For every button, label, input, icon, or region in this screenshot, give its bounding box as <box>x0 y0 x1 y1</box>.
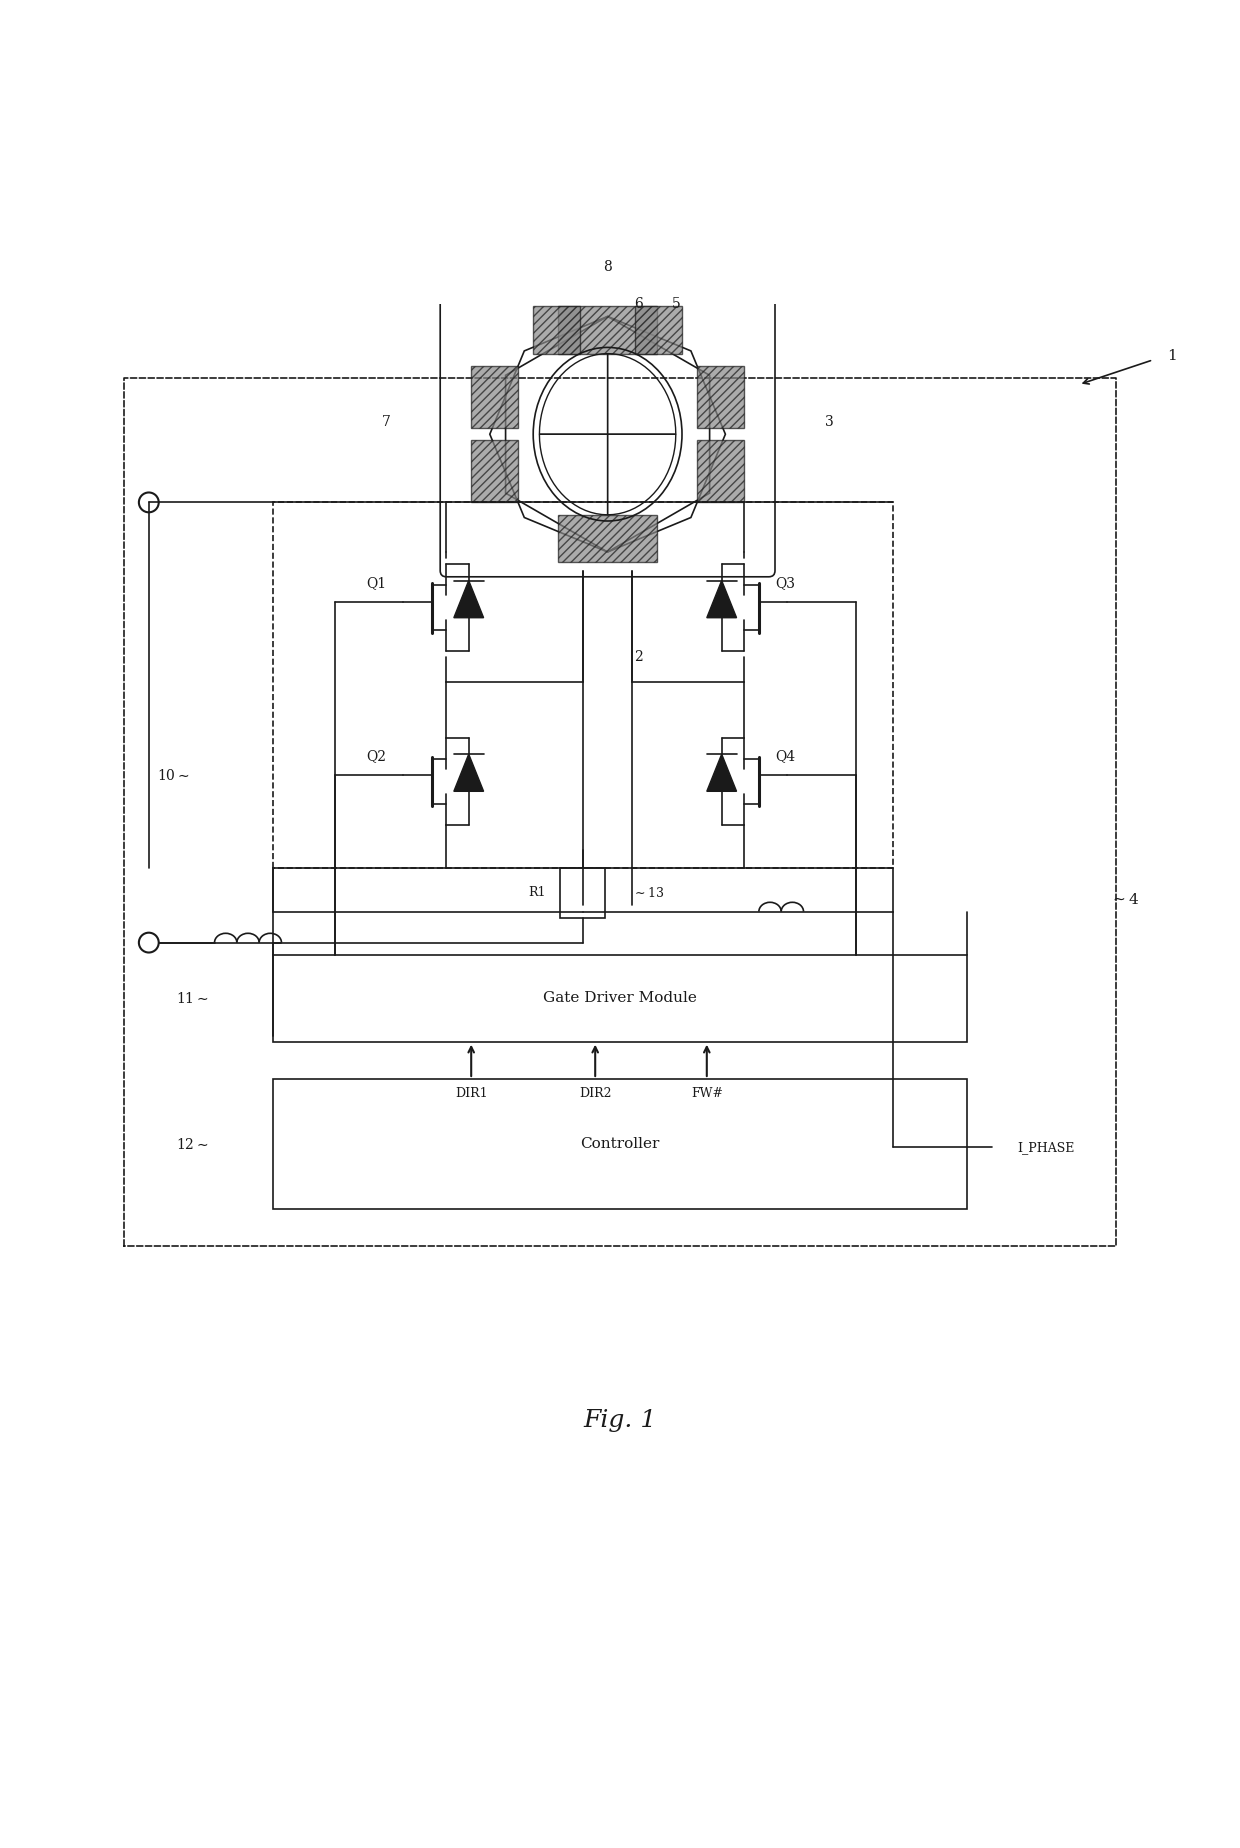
Text: 10$\sim$: 10$\sim$ <box>157 767 190 784</box>
FancyBboxPatch shape <box>697 366 744 429</box>
Text: Gate Driver Module: Gate Driver Module <box>543 991 697 1005</box>
Polygon shape <box>454 580 484 617</box>
FancyBboxPatch shape <box>533 307 580 353</box>
Polygon shape <box>707 754 737 791</box>
Text: $\sim$4: $\sim$4 <box>1110 893 1140 907</box>
Text: Controller: Controller <box>580 1137 660 1151</box>
Text: 2: 2 <box>634 650 644 665</box>
Text: Q1: Q1 <box>366 577 386 590</box>
Text: DIR2: DIR2 <box>579 1087 611 1100</box>
FancyBboxPatch shape <box>558 516 657 562</box>
FancyBboxPatch shape <box>471 366 518 429</box>
Text: I_PHASE: I_PHASE <box>1017 1140 1074 1153</box>
FancyBboxPatch shape <box>273 1079 967 1209</box>
Text: 5: 5 <box>671 298 681 310</box>
Text: Fig. 1: Fig. 1 <box>583 1408 657 1432</box>
Text: 8: 8 <box>603 261 613 274</box>
Text: FW#: FW# <box>691 1087 723 1100</box>
FancyBboxPatch shape <box>471 440 518 503</box>
Text: $\sim$13: $\sim$13 <box>632 885 665 900</box>
Text: 1: 1 <box>1167 349 1177 362</box>
Polygon shape <box>454 754 484 791</box>
Text: 6: 6 <box>634 298 644 310</box>
FancyBboxPatch shape <box>697 440 744 503</box>
FancyBboxPatch shape <box>273 955 967 1042</box>
Text: DIR1: DIR1 <box>455 1087 487 1100</box>
Text: 11$\sim$: 11$\sim$ <box>176 991 208 1005</box>
Text: 7: 7 <box>382 414 391 429</box>
Text: Q3: Q3 <box>775 577 795 590</box>
Text: Q2: Q2 <box>366 750 386 763</box>
FancyBboxPatch shape <box>558 307 657 353</box>
FancyBboxPatch shape <box>635 307 682 353</box>
Text: 3: 3 <box>825 414 833 429</box>
Text: Q4: Q4 <box>775 750 795 763</box>
FancyBboxPatch shape <box>560 869 605 918</box>
Polygon shape <box>707 580 737 617</box>
Text: R1: R1 <box>528 887 546 900</box>
Text: 12$\sim$: 12$\sim$ <box>176 1137 208 1151</box>
